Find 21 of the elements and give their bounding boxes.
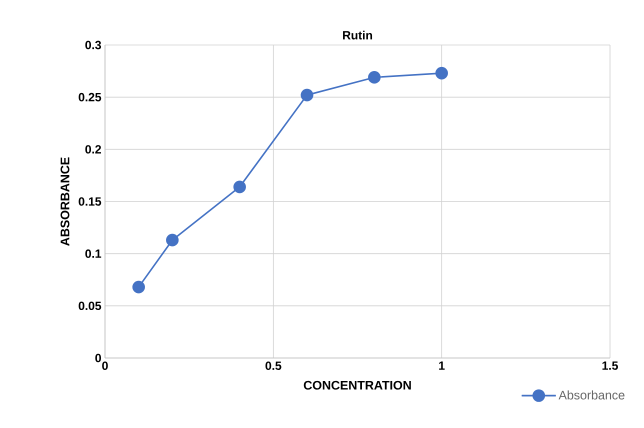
y-axis-title: ABSORBANCE	[60, 157, 70, 246]
y-tick-label: 0.1	[85, 249, 102, 258]
x-tick-label: 1	[439, 362, 445, 370]
y-tick-label: 0.2	[85, 145, 102, 154]
x-axis-title: CONCENTRATION	[304, 380, 411, 390]
x-tick-label: 1.5	[602, 362, 618, 370]
y-tick-label: 0	[95, 354, 101, 362]
y-tick-label: 0.3	[85, 40, 102, 50]
point	[166, 234, 179, 246]
point	[300, 88, 314, 102]
x-tick-label: 0.5	[266, 362, 282, 370]
point	[233, 180, 246, 194]
x-tick-label: 0	[102, 362, 108, 370]
point	[368, 71, 381, 84]
chart-title: Rutin	[343, 30, 372, 40]
y-tick-label: 0.25	[78, 92, 102, 102]
point	[435, 66, 448, 80]
y-tick-label: 0.15	[78, 197, 102, 206]
point	[132, 280, 145, 294]
y-tick-label: 0.05	[78, 302, 102, 310]
legend-label: Absorbance	[558, 390, 624, 400]
